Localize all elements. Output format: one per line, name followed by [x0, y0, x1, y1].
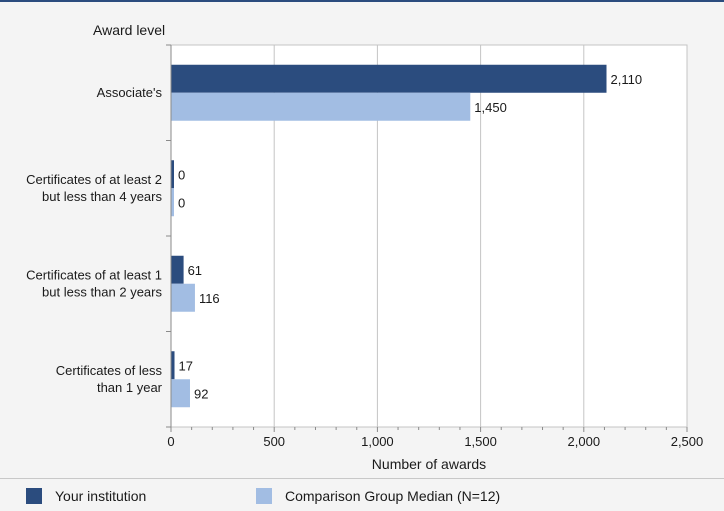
legend-swatch-your-institution	[26, 488, 42, 504]
bars	[171, 64, 607, 408]
value-label: 17	[179, 358, 193, 373]
legend-label: Comparison Group Median (N=12)	[285, 488, 501, 504]
top-rule	[0, 0, 724, 2]
axes: 0 500 1,000 1,500 2,000 2,500 Associate's Certi…	[26, 44, 704, 449]
category-label: Associate's	[97, 85, 163, 100]
value-label: 0	[178, 167, 185, 182]
category-label: Certificates of less	[56, 363, 163, 378]
x-tick-label: 1,000	[361, 434, 394, 449]
legend: Your institution Comparison Group Median…	[0, 478, 724, 511]
x-tick-label: 2,500	[671, 434, 704, 449]
bar-your-institution	[171, 351, 175, 380]
value-label: 116	[199, 291, 220, 306]
bar-comparison-group	[171, 92, 471, 121]
value-label: 92	[194, 386, 208, 401]
x-tick-label: 1,500	[464, 434, 497, 449]
x-tick-label: 0	[167, 434, 174, 449]
category-label: than 1 year	[97, 380, 163, 395]
legend-label: Your institution	[55, 488, 147, 504]
bar-your-institution	[171, 255, 184, 284]
bar-your-institution	[171, 160, 174, 189]
bar-comparison-group	[171, 379, 190, 408]
bar-comparison-group	[171, 188, 174, 217]
bar-comparison-group	[171, 283, 195, 312]
category-label: but less than 2 years	[42, 284, 162, 299]
category-label: Certificates of at least 2	[26, 172, 162, 187]
x-axis-title: Number of awards	[372, 456, 486, 472]
category-axis-title: Award level	[93, 22, 165, 38]
value-label: 61	[188, 263, 202, 278]
legend-swatch-comparison-group	[256, 488, 272, 504]
value-label: 0	[178, 195, 185, 210]
category-label: Certificates of at least 1	[26, 267, 162, 282]
value-label: 2,110	[611, 72, 643, 87]
x-tick-label: 2,000	[568, 434, 601, 449]
x-tick-label: 500	[263, 434, 285, 449]
value-label: 1,450	[474, 100, 507, 115]
category-label: but less than 4 years	[42, 189, 162, 204]
bar-your-institution	[171, 64, 607, 93]
